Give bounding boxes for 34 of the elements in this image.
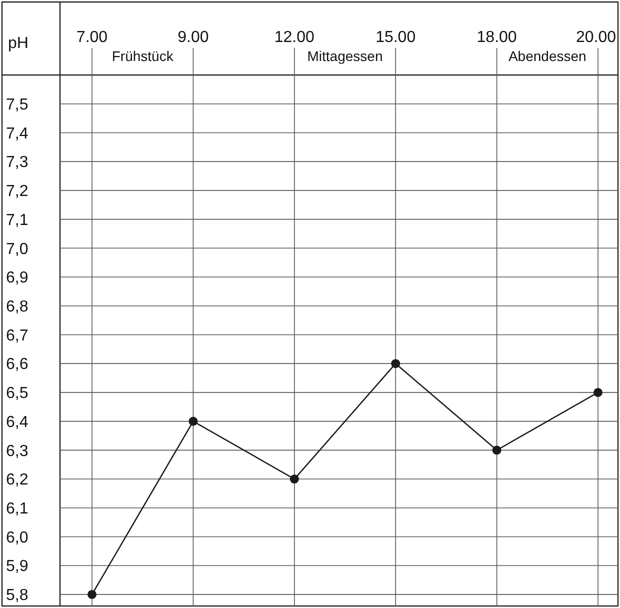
y-tick-label: 6,6	[6, 356, 28, 374]
y-tick-label: 7,0	[6, 240, 28, 258]
y-tick-label: 6,7	[6, 327, 28, 344]
x-tick-label: 12.00	[274, 29, 315, 46]
point	[188, 416, 198, 426]
point	[88, 590, 96, 599]
y-tick-label: 6,1	[6, 500, 28, 518]
x-tick-label: 20.00	[576, 29, 616, 46]
x-tick-label: 9.00	[178, 29, 209, 46]
x-tick-label: 7.00	[76, 29, 108, 46]
point	[391, 359, 400, 368]
y-tick-label: 5,9	[6, 558, 28, 576]
x-tick-label: 15.00	[376, 29, 416, 46]
y-tick-label: 6,3	[6, 442, 28, 460]
y-tick-label: 6,2	[6, 472, 28, 489]
text: Abendessen	[508, 48, 586, 64]
text: Frühstück	[112, 48, 174, 64]
y-tick-label: 6,8	[6, 298, 28, 316]
y-tick-label: 6,4	[6, 414, 28, 431]
y-tick-label: 7,4	[6, 125, 28, 142]
y-tick-label: 5,8	[6, 587, 28, 604]
y-tick-label: 6,0	[6, 529, 28, 546]
point	[492, 446, 502, 455]
y-tick-label: 6,5	[6, 385, 28, 402]
y-tick-label: 7,5	[6, 96, 28, 114]
y-tick-label: 7,3	[6, 154, 28, 172]
y-tick-label: 7,1	[6, 212, 28, 229]
y-tick-label: 7,2	[6, 183, 28, 200]
text: Mittagessen	[307, 48, 383, 64]
y-axis-title: pH	[8, 35, 28, 52]
y-tick-label: 6,9	[6, 270, 28, 287]
point	[594, 388, 602, 397]
point	[290, 474, 299, 484]
x-tick-label: 18.00	[476, 29, 517, 46]
